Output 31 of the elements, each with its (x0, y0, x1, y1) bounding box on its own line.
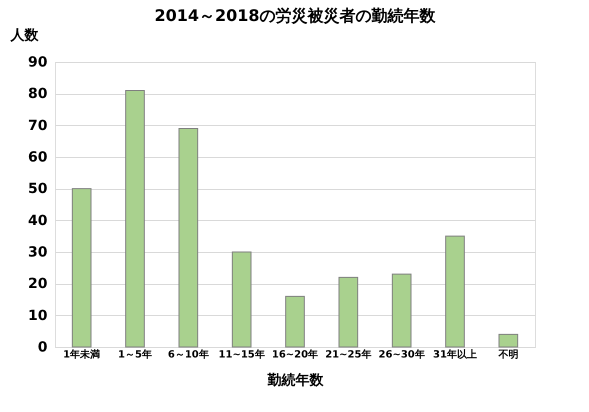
x-tick-label: 6～10年 (168, 348, 209, 360)
y-tick-label: 60 (28, 150, 48, 166)
bar (498, 334, 518, 348)
x-tick-label: 21~25年 (325, 348, 372, 360)
bar (125, 90, 145, 348)
chart-title: 2014～2018の労災被災者の勤続年数 (154, 6, 437, 25)
bar (178, 128, 198, 348)
y-tick-label: 0 (38, 340, 48, 356)
y-tick-label: 70 (28, 118, 48, 134)
y-tick-label: 20 (28, 276, 48, 292)
bar (232, 252, 252, 348)
bar (338, 276, 358, 348)
y-tick-label: 10 (28, 308, 48, 324)
y-tick-label: 30 (28, 244, 48, 260)
y-tick-label: 50 (28, 181, 48, 198)
y-tick-label: 80 (28, 86, 48, 102)
y-tick-label: 40 (28, 212, 48, 229)
x-tick-label: 31年以上 (433, 348, 477, 360)
x-tick-label: 11~15年 (218, 348, 265, 360)
y-axis-title: 人数 (10, 28, 40, 44)
bar (72, 188, 92, 348)
x-tick-label: 1年未満 (63, 348, 100, 360)
x-tick-label: 16~20年 (272, 348, 318, 360)
x-tick-label: 1～5年 (118, 348, 152, 360)
x-tick-label: 不明 (497, 348, 518, 360)
bar (285, 296, 305, 348)
y-tick-label: 90 (28, 54, 48, 70)
x-tick-label: 26~30年 (378, 348, 425, 360)
bar (392, 274, 412, 348)
x-axis-title: 勤続年数 (266, 372, 324, 388)
bar (445, 236, 465, 348)
